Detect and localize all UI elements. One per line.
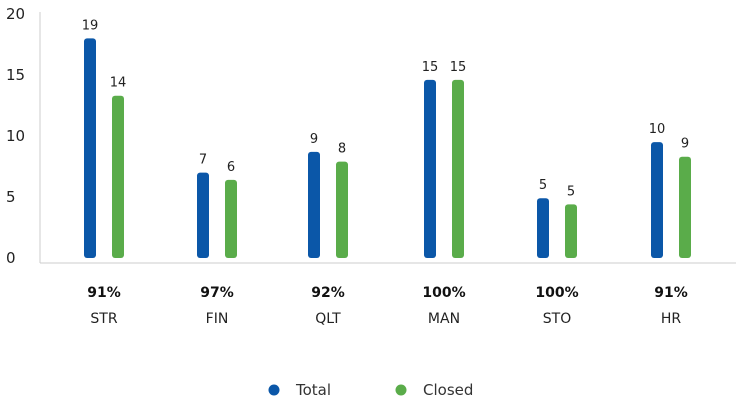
percentage-label-man: 100% — [422, 285, 465, 301]
bar-total-qlt — [308, 151, 320, 258]
data-label-closed-man: 15 — [450, 60, 467, 75]
bars-group — [84, 38, 691, 259]
y-axis-ticks: 0 5 10 15 20 — [6, 5, 25, 267]
category-label-str: STR — [90, 311, 117, 327]
data-label-closed-qlt: 8 — [338, 142, 346, 157]
data-label-total-fin: 7 — [199, 153, 207, 168]
bar-total-sto — [537, 198, 549, 258]
bar-closed-fin — [225, 179, 237, 258]
bar-total-fin — [197, 172, 209, 258]
y-tick-label-10: 10 — [6, 127, 25, 145]
data-label-closed-hr: 9 — [681, 137, 689, 152]
y-tick-label-20: 20 — [6, 5, 25, 23]
category-label-fin: FIN — [206, 311, 229, 327]
data-label-total-hr: 10 — [649, 122, 666, 137]
legend: Total Closed — [268, 381, 473, 399]
category-label-man: MAN — [428, 311, 460, 327]
bar-total-str — [84, 38, 96, 259]
bar-closed-qlt — [336, 161, 348, 258]
y-tick-label-15: 15 — [6, 66, 25, 84]
bar-closed-sto — [565, 204, 577, 258]
bar-total-man — [424, 79, 436, 258]
bar-total-hr — [651, 142, 663, 258]
data-labels-group: 19 14 7 6 9 8 15 15 5 5 10 9 — [82, 18, 689, 199]
legend-label-total: Total — [295, 381, 331, 399]
data-label-total-sto: 5 — [539, 178, 547, 193]
percentage-label-str: 91% — [87, 285, 121, 301]
percentage-label-hr: 91% — [654, 285, 688, 301]
data-label-closed-str: 14 — [110, 76, 127, 91]
bar-closed-hr — [679, 156, 691, 258]
category-label-sto: STO — [543, 311, 571, 327]
percentage-label-qlt: 92% — [311, 285, 345, 301]
data-label-closed-fin: 6 — [227, 160, 235, 175]
x-axis-labels: 91% STR 97% FIN 92% QLT 100% MAN 100% STO 91% HR — [87, 285, 688, 327]
percentage-label-sto: 100% — [535, 285, 578, 301]
bar-closed-man — [452, 79, 464, 258]
data-label-closed-sto: 5 — [567, 184, 575, 199]
data-label-total-man: 15 — [422, 60, 439, 75]
legend-marker-total — [268, 384, 280, 396]
percentage-label-fin: 97% — [200, 285, 234, 301]
bar-closed-str — [112, 95, 124, 259]
category-label-qlt: QLT — [315, 311, 341, 327]
y-tick-label-5: 5 — [6, 188, 16, 206]
legend-label-closed: Closed — [423, 381, 473, 399]
legend-marker-closed — [395, 384, 407, 396]
category-label-hr: HR — [661, 311, 682, 327]
y-tick-label-0: 0 — [6, 249, 16, 267]
data-label-total-str: 19 — [82, 18, 99, 33]
data-label-total-qlt: 9 — [310, 132, 318, 147]
